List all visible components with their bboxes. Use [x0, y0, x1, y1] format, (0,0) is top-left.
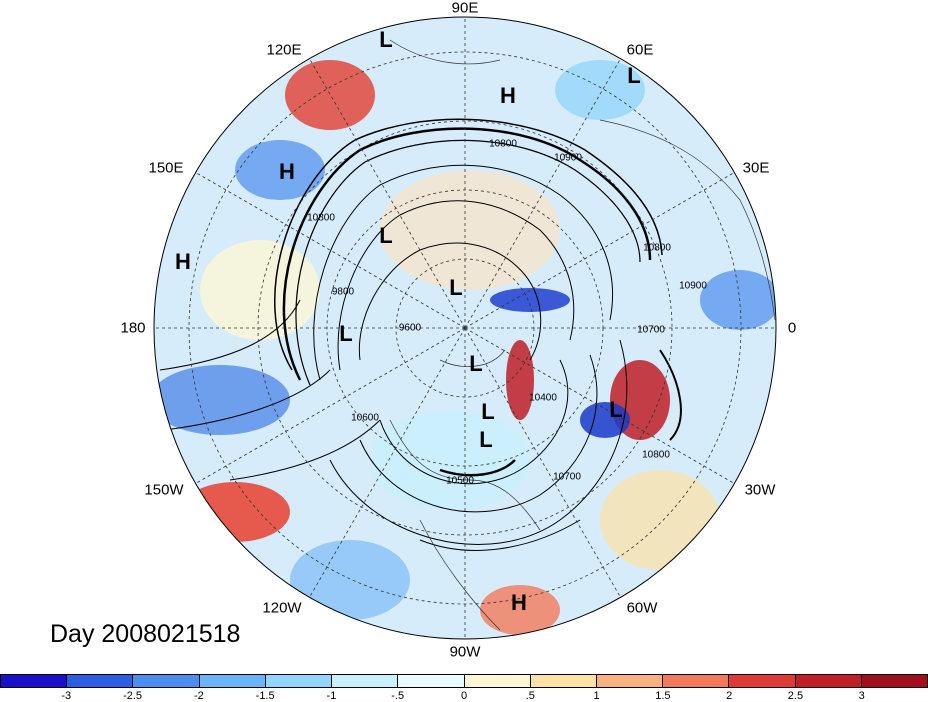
colorbar-cell: [67, 675, 134, 687]
colorbar-cell: [795, 675, 862, 687]
colorbar-tick-label: 1: [593, 690, 600, 702]
colorbar-tick-label: -1.5: [255, 690, 275, 702]
lon-label-30w: 30W: [744, 481, 776, 499]
contour-label: 10800: [642, 449, 670, 461]
colorbar-cell: [464, 675, 531, 687]
colorbar-cell: [398, 675, 465, 687]
colorbar: [0, 674, 928, 688]
colorbar-tick-label: -1: [326, 690, 337, 702]
map-border: [153, 16, 777, 640]
pressure-center-low: L: [339, 321, 353, 346]
colorbar-tick-label: -2: [193, 690, 204, 702]
contour-label: 10800: [489, 138, 517, 150]
lon-label-180: 180: [120, 319, 146, 337]
colorbar-cell: [729, 675, 796, 687]
contour-label: 9600: [398, 322, 422, 334]
contour-label: 10700: [553, 471, 581, 483]
lon-label-90e: 90E: [451, 0, 479, 17]
pressure-center-low: L: [609, 397, 623, 422]
colorbar-tick-label: 0: [460, 690, 468, 702]
colorbar-tick-label: .5: [525, 690, 535, 702]
pressure-center-low: L: [481, 399, 495, 424]
pressure-center-high: H: [175, 249, 191, 274]
lon-label-60e: 60E: [626, 41, 654, 59]
lon-label-30e: 30E: [742, 159, 770, 177]
colorbar-cell: [265, 675, 333, 687]
day-label: Day 2008021518: [50, 620, 241, 648]
colorbar-cell: [133, 675, 200, 687]
meridians: [154, 17, 776, 639]
colorbar-tick-label: -2.5: [123, 690, 143, 702]
pressure-center-high: H: [279, 159, 295, 184]
colorbar-cell: [663, 675, 730, 687]
colorbar-cell: [861, 675, 928, 687]
colorbar-cell: [199, 675, 266, 687]
pressure-center-high: H: [511, 590, 527, 615]
colorbar-tick-label: -.5: [391, 690, 405, 702]
meridian-line: [464, 327, 735, 484]
colorbar-cell: [530, 675, 597, 687]
coastlines: [389, 39, 776, 631]
colorbar-cell: [596, 675, 664, 687]
colorbar-cell: [332, 675, 399, 687]
meridian-line: [195, 172, 466, 329]
contour-label: 10700: [637, 324, 665, 336]
contour-label: 10400: [529, 392, 557, 404]
pressure-center-high: H: [500, 83, 516, 108]
pressure-center-low: L: [469, 351, 483, 376]
pressure-center-low: L: [379, 27, 393, 52]
colorbar-tick-label: 3: [858, 690, 865, 702]
anomaly-shading: [154, 60, 776, 635]
meridian-line: [195, 327, 466, 484]
lon-label-120e: 120E: [266, 41, 302, 59]
meridian-line: [464, 58, 621, 329]
contour-label: 10900: [679, 280, 707, 292]
contour-label: 10900: [554, 152, 582, 164]
colorbar-tick-label: 1.5: [655, 690, 671, 702]
contour-label: 9800: [331, 286, 355, 298]
pressure-center-low: L: [379, 223, 393, 248]
lon-label-60w: 60W: [626, 599, 658, 617]
colorbar-tick-label: -3: [61, 690, 72, 702]
contour-label: 10800: [307, 212, 335, 224]
contour-label: 10500: [446, 475, 474, 487]
pressure-center-low: L: [449, 275, 463, 300]
pressure-center-low: L: [479, 427, 493, 452]
colorbar-tick-label: 2.5: [787, 690, 804, 702]
meridian-line: [464, 172, 735, 329]
pressure-center-low: L: [627, 63, 641, 88]
meridian-line: [464, 327, 621, 598]
contour-label: 10600: [351, 412, 379, 424]
lon-label-150w: 150W: [144, 481, 184, 499]
height-contours: [159, 118, 682, 551]
lon-label-150e: 150E: [148, 159, 184, 177]
lon-label-0: 0: [787, 319, 797, 337]
lon-label-120w: 120W: [262, 599, 302, 617]
lon-label-90w: 90W: [449, 643, 481, 661]
colorbar-cell: [1, 675, 68, 687]
meridian-line: [309, 327, 466, 598]
contour-label: 10800: [643, 242, 671, 254]
colorbar-tick-label: 2: [726, 690, 733, 702]
meridian-line: [309, 58, 466, 329]
